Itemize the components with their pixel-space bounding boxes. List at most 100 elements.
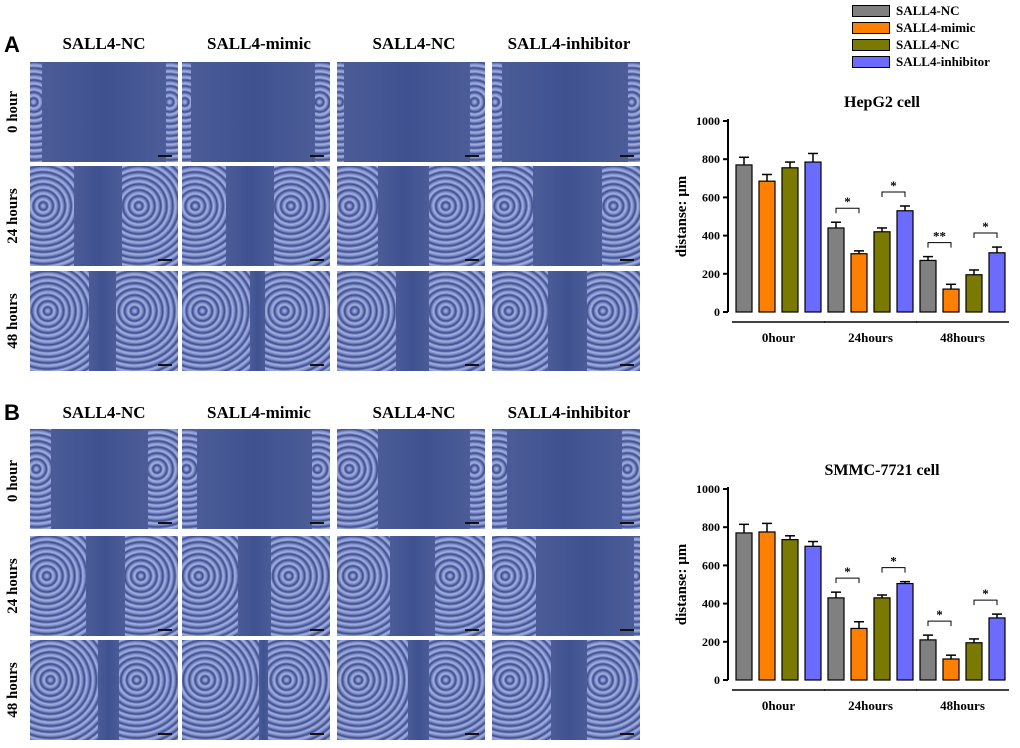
- cell-layer-left: [30, 536, 87, 636]
- y-tick-label: 400: [702, 229, 720, 243]
- wound-gap: [551, 640, 587, 740]
- bar: [988, 252, 1006, 313]
- panel-a-row-label-24h: 24 hours: [5, 188, 21, 244]
- cell-layer-left: [337, 62, 345, 162]
- scale-bar: [310, 259, 324, 261]
- cell-layer-left: [30, 640, 99, 740]
- wound-gap: [502, 62, 629, 162]
- bar: [896, 582, 914, 681]
- significance-bracket: [881, 567, 906, 573]
- wound-gap: [390, 536, 435, 636]
- legend-item: SALL4-mimic: [852, 19, 1020, 36]
- bar: [942, 658, 960, 681]
- wound-gap: [86, 536, 125, 636]
- legend-swatch: [852, 21, 890, 34]
- panel-a-col-title-2: SALL4-mimic: [207, 34, 311, 53]
- panel-b-row-label-0h: 0 hour: [5, 459, 21, 503]
- wound-gap: [196, 429, 313, 529]
- cell-layer-right: [124, 536, 178, 636]
- cell-layer-right: [428, 166, 485, 266]
- legend-item: SALL4-NC: [852, 2, 1020, 19]
- panel-b-col-title-3: SALL4-NC: [372, 403, 456, 422]
- panel-b-row-label-24h: 24 hours: [5, 558, 21, 614]
- x-category-label: 24hours: [848, 698, 893, 713]
- scale-bar: [310, 629, 324, 631]
- cell-layer-right: [470, 429, 485, 529]
- significance-bracket: [927, 620, 952, 627]
- wound-gap: [344, 62, 471, 162]
- legend-label: SALL4-inhibitor: [896, 53, 990, 69]
- significance-bracket: [973, 599, 998, 606]
- significance-label: *: [936, 607, 943, 622]
- bar: [804, 545, 822, 681]
- wound-gap: [190, 62, 316, 162]
- significance-label: **: [933, 229, 946, 244]
- bar: [781, 539, 799, 681]
- cell-layer-left: [492, 166, 534, 266]
- bar: [735, 532, 753, 681]
- micrograph-a-r3-c2: [182, 271, 330, 371]
- micrograph-a-r3-c3: [337, 271, 485, 371]
- wound-gap: [250, 271, 265, 371]
- y-tick-label: 600: [702, 558, 720, 572]
- cell-layer-left: [492, 640, 552, 740]
- legend-swatch: [852, 38, 890, 51]
- y-tick-label: 1000: [696, 114, 720, 128]
- cell-layer-right: [434, 536, 485, 636]
- scale-bar: [158, 522, 172, 524]
- bar: [781, 167, 799, 313]
- legend-label: SALL4-NC: [896, 36, 960, 52]
- wound-gap: [533, 166, 602, 266]
- micrograph-a-r2-c3: [337, 166, 485, 266]
- x-category-label: 48hours: [940, 330, 985, 345]
- cell-layer-right: [118, 640, 178, 740]
- micrograph-a-r1-c1: [30, 62, 178, 162]
- cell-layer-left: [492, 429, 507, 529]
- wound-gap: [238, 536, 271, 636]
- cell-layer-left: [337, 429, 379, 529]
- micrograph-b-r3-c2: [182, 640, 330, 740]
- x-category-label: 48hours: [940, 698, 985, 713]
- micrograph-a-r2-c4: [492, 166, 640, 266]
- scale-bar: [465, 155, 479, 157]
- bar: [827, 597, 845, 681]
- micrograph-a-r1-c4: [492, 62, 640, 162]
- cell-layer-left: [182, 536, 239, 636]
- cell-layer-left: [182, 166, 227, 266]
- wound-gap: [548, 271, 587, 371]
- micrograph-b-r1-c3: [337, 429, 485, 529]
- smmc7721-bar-chart: SMMC-7721 cell distanse: μm 0 200 400 600 800 1…: [674, 462, 1009, 713]
- scale-bar: [465, 259, 479, 261]
- hepg2-bar-chart: HepG2 cell distanse: μm 0 200 400 600 800 1000 *…: [674, 94, 1009, 345]
- cell-layer-right: [273, 166, 330, 266]
- bar: [804, 161, 822, 313]
- scale-bar: [465, 629, 479, 631]
- y-axis-label: distanse: μm: [674, 175, 690, 257]
- cell-layer-right: [470, 62, 485, 162]
- wound-gap: [408, 640, 429, 740]
- bar: [988, 617, 1006, 681]
- micrograph-b-r1-c1: [30, 429, 178, 529]
- bar: [850, 627, 868, 681]
- micrograph-a-r3-c4: [492, 271, 640, 371]
- scale-bar: [310, 364, 324, 366]
- scale-bar: [620, 155, 634, 157]
- micrograph-b-r3-c3: [337, 640, 485, 740]
- micrograph-b-r3-c1: [30, 640, 178, 740]
- cell-layer-right: [586, 271, 640, 371]
- micrograph-b-r1-c4: [492, 429, 640, 529]
- scale-bar: [310, 733, 324, 735]
- y-tick-label: 400: [702, 597, 720, 611]
- bar: [735, 164, 753, 313]
- scale-bar: [620, 629, 634, 631]
- significance-label: *: [890, 178, 897, 193]
- wound-gap: [50, 429, 149, 529]
- y-tick-label: 0: [714, 673, 720, 687]
- bar: [873, 597, 891, 681]
- scale-bar: [620, 364, 634, 366]
- panel-b-col-title-2: SALL4-mimic: [207, 403, 311, 422]
- panel-a-col-title-3: SALL4-NC: [372, 34, 456, 53]
- wound-gap: [74, 166, 122, 266]
- cell-layer-right: [601, 166, 640, 266]
- cell-layer-right: [428, 640, 485, 740]
